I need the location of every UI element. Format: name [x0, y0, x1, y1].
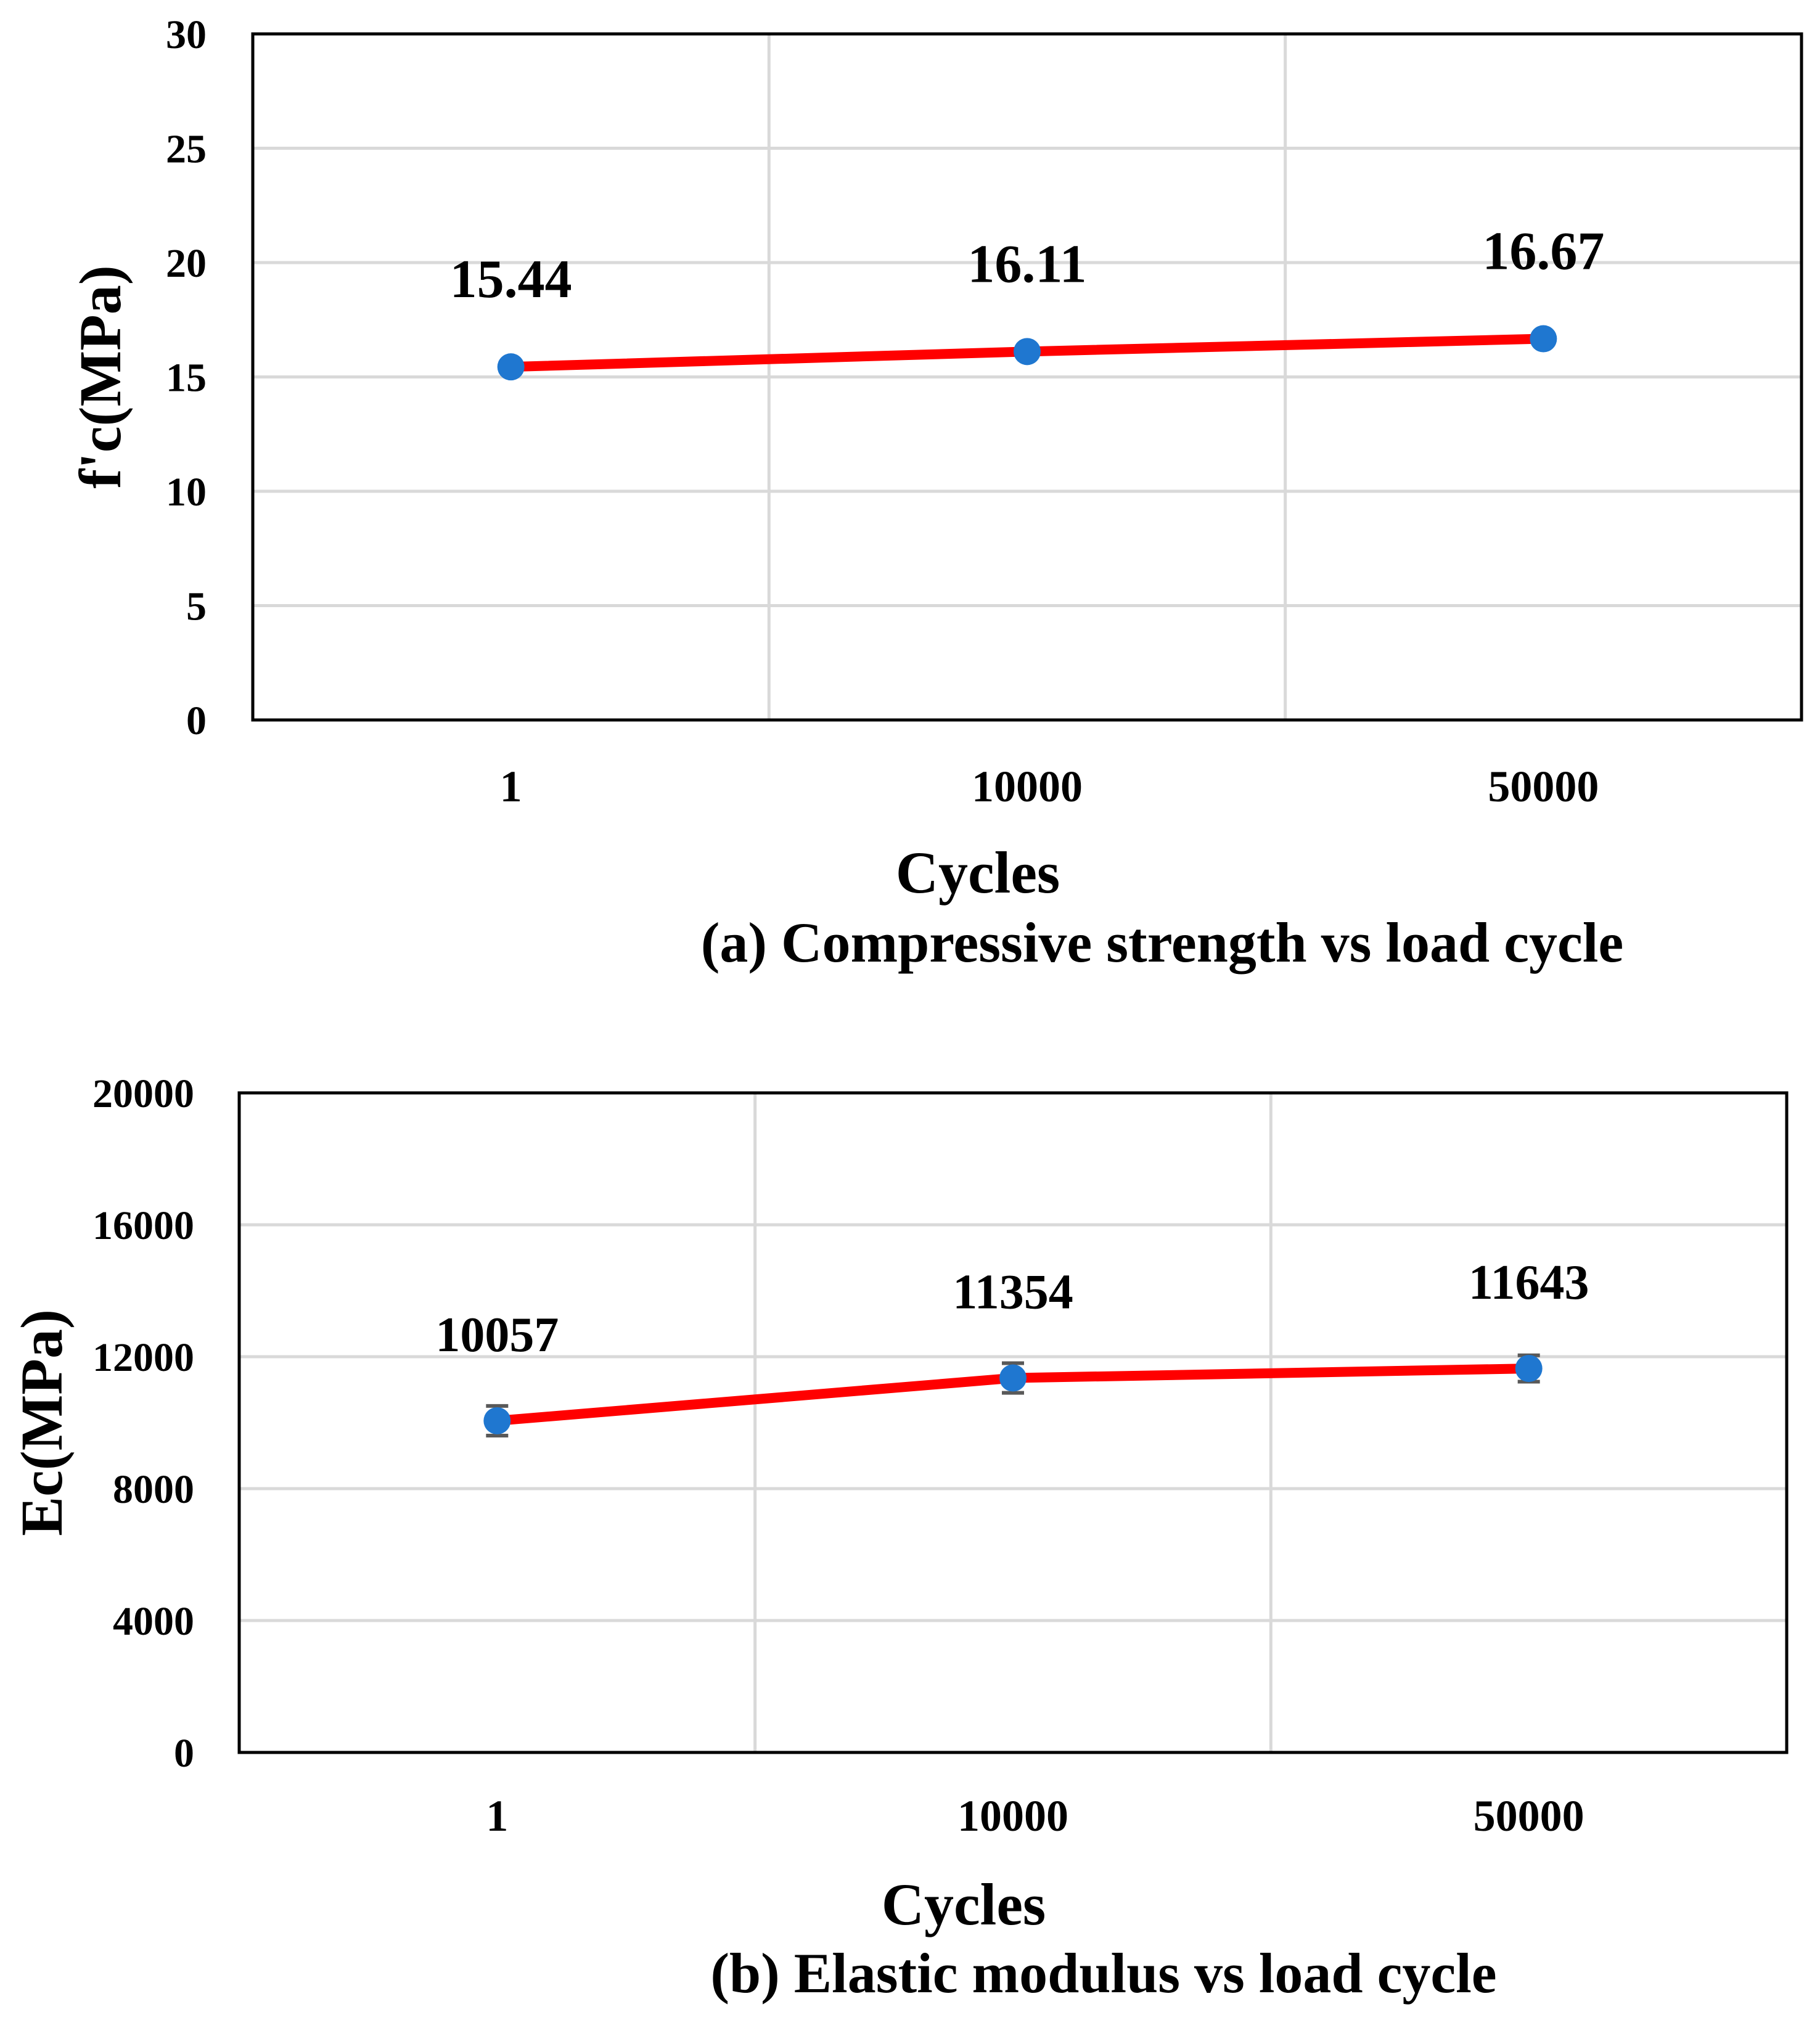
data-label: 15.44 — [450, 250, 572, 309]
y-ticks-b: 0 4000 8000 12000 16000 20000 — [92, 1071, 194, 1776]
data-point — [1515, 1355, 1543, 1383]
data-label: 11354 — [953, 1265, 1073, 1320]
y-tick-label: 4000 — [113, 1599, 194, 1644]
y-tick-label: 20000 — [92, 1071, 194, 1116]
caption-b: (b) Elastic modulus vs load cycle — [710, 1942, 1496, 2005]
x-tick-label: 50000 — [1488, 762, 1599, 811]
y-tick-label: 8000 — [113, 1467, 194, 1512]
data-label: 10057 — [435, 1308, 559, 1362]
y-ticks-a: 0 5 10 15 20 25 30 — [166, 12, 207, 743]
y-tick-label: 25 — [166, 127, 207, 172]
data-label: 16.11 — [967, 234, 1086, 294]
y-tick-label: 0 — [174, 1731, 194, 1776]
data-labels-a: 15.44 16.11 16.67 — [450, 222, 1605, 310]
y-tick-label: 12000 — [92, 1335, 194, 1380]
y-tick-label: 16000 — [92, 1203, 194, 1248]
data-point — [999, 1364, 1027, 1392]
y-tick-label: 30 — [166, 12, 207, 57]
data-point — [1014, 338, 1041, 366]
plot-frame-a — [251, 32, 1803, 722]
series-b — [483, 1353, 1543, 1438]
x-tick-label: 1 — [500, 762, 522, 811]
compressive-strength-chart: 0 5 10 15 20 25 30 1 10000 50000 15.44 16.11 16.67… — [67, 12, 1803, 974]
y-axis-title-b: Ec(MPa) — [9, 1309, 75, 1536]
x-ticks-a: 1 10000 50000 — [500, 762, 1599, 811]
y-tick-label: 0 — [186, 698, 207, 743]
elastic-modulus-chart: 0 4000 8000 12000 16000 20000 1 10000 50000 100… — [9, 1071, 1789, 2005]
data-labels-b: 10057 11354 11643 — [435, 1256, 1589, 1362]
data-point — [483, 1407, 511, 1434]
y-tick-label: 5 — [186, 584, 207, 629]
x-axis-title-b: Cycles — [882, 1871, 1046, 1937]
data-point — [1530, 325, 1557, 353]
data-point — [497, 353, 525, 381]
x-tick-label: 50000 — [1474, 1791, 1584, 1841]
y-axis-title-a: f'c(MPa) — [67, 265, 133, 488]
y-tick-label: 15 — [166, 356, 207, 401]
x-ticks-b: 1 10000 50000 — [486, 1791, 1584, 1841]
plot-frame-b — [237, 1091, 1789, 1754]
x-tick-label: 1 — [486, 1791, 508, 1841]
series-a — [497, 325, 1557, 381]
x-tick-label: 10000 — [957, 1791, 1068, 1841]
y-tick-label: 10 — [166, 470, 207, 515]
y-tick-label: 20 — [166, 241, 207, 286]
x-tick-label: 10000 — [972, 762, 1083, 811]
data-label: 16.67 — [1482, 222, 1604, 282]
caption-a: (a) Compressive strength vs load cycle — [701, 911, 1624, 974]
x-axis-title-a: Cycles — [896, 840, 1060, 905]
data-label: 11643 — [1469, 1256, 1589, 1310]
